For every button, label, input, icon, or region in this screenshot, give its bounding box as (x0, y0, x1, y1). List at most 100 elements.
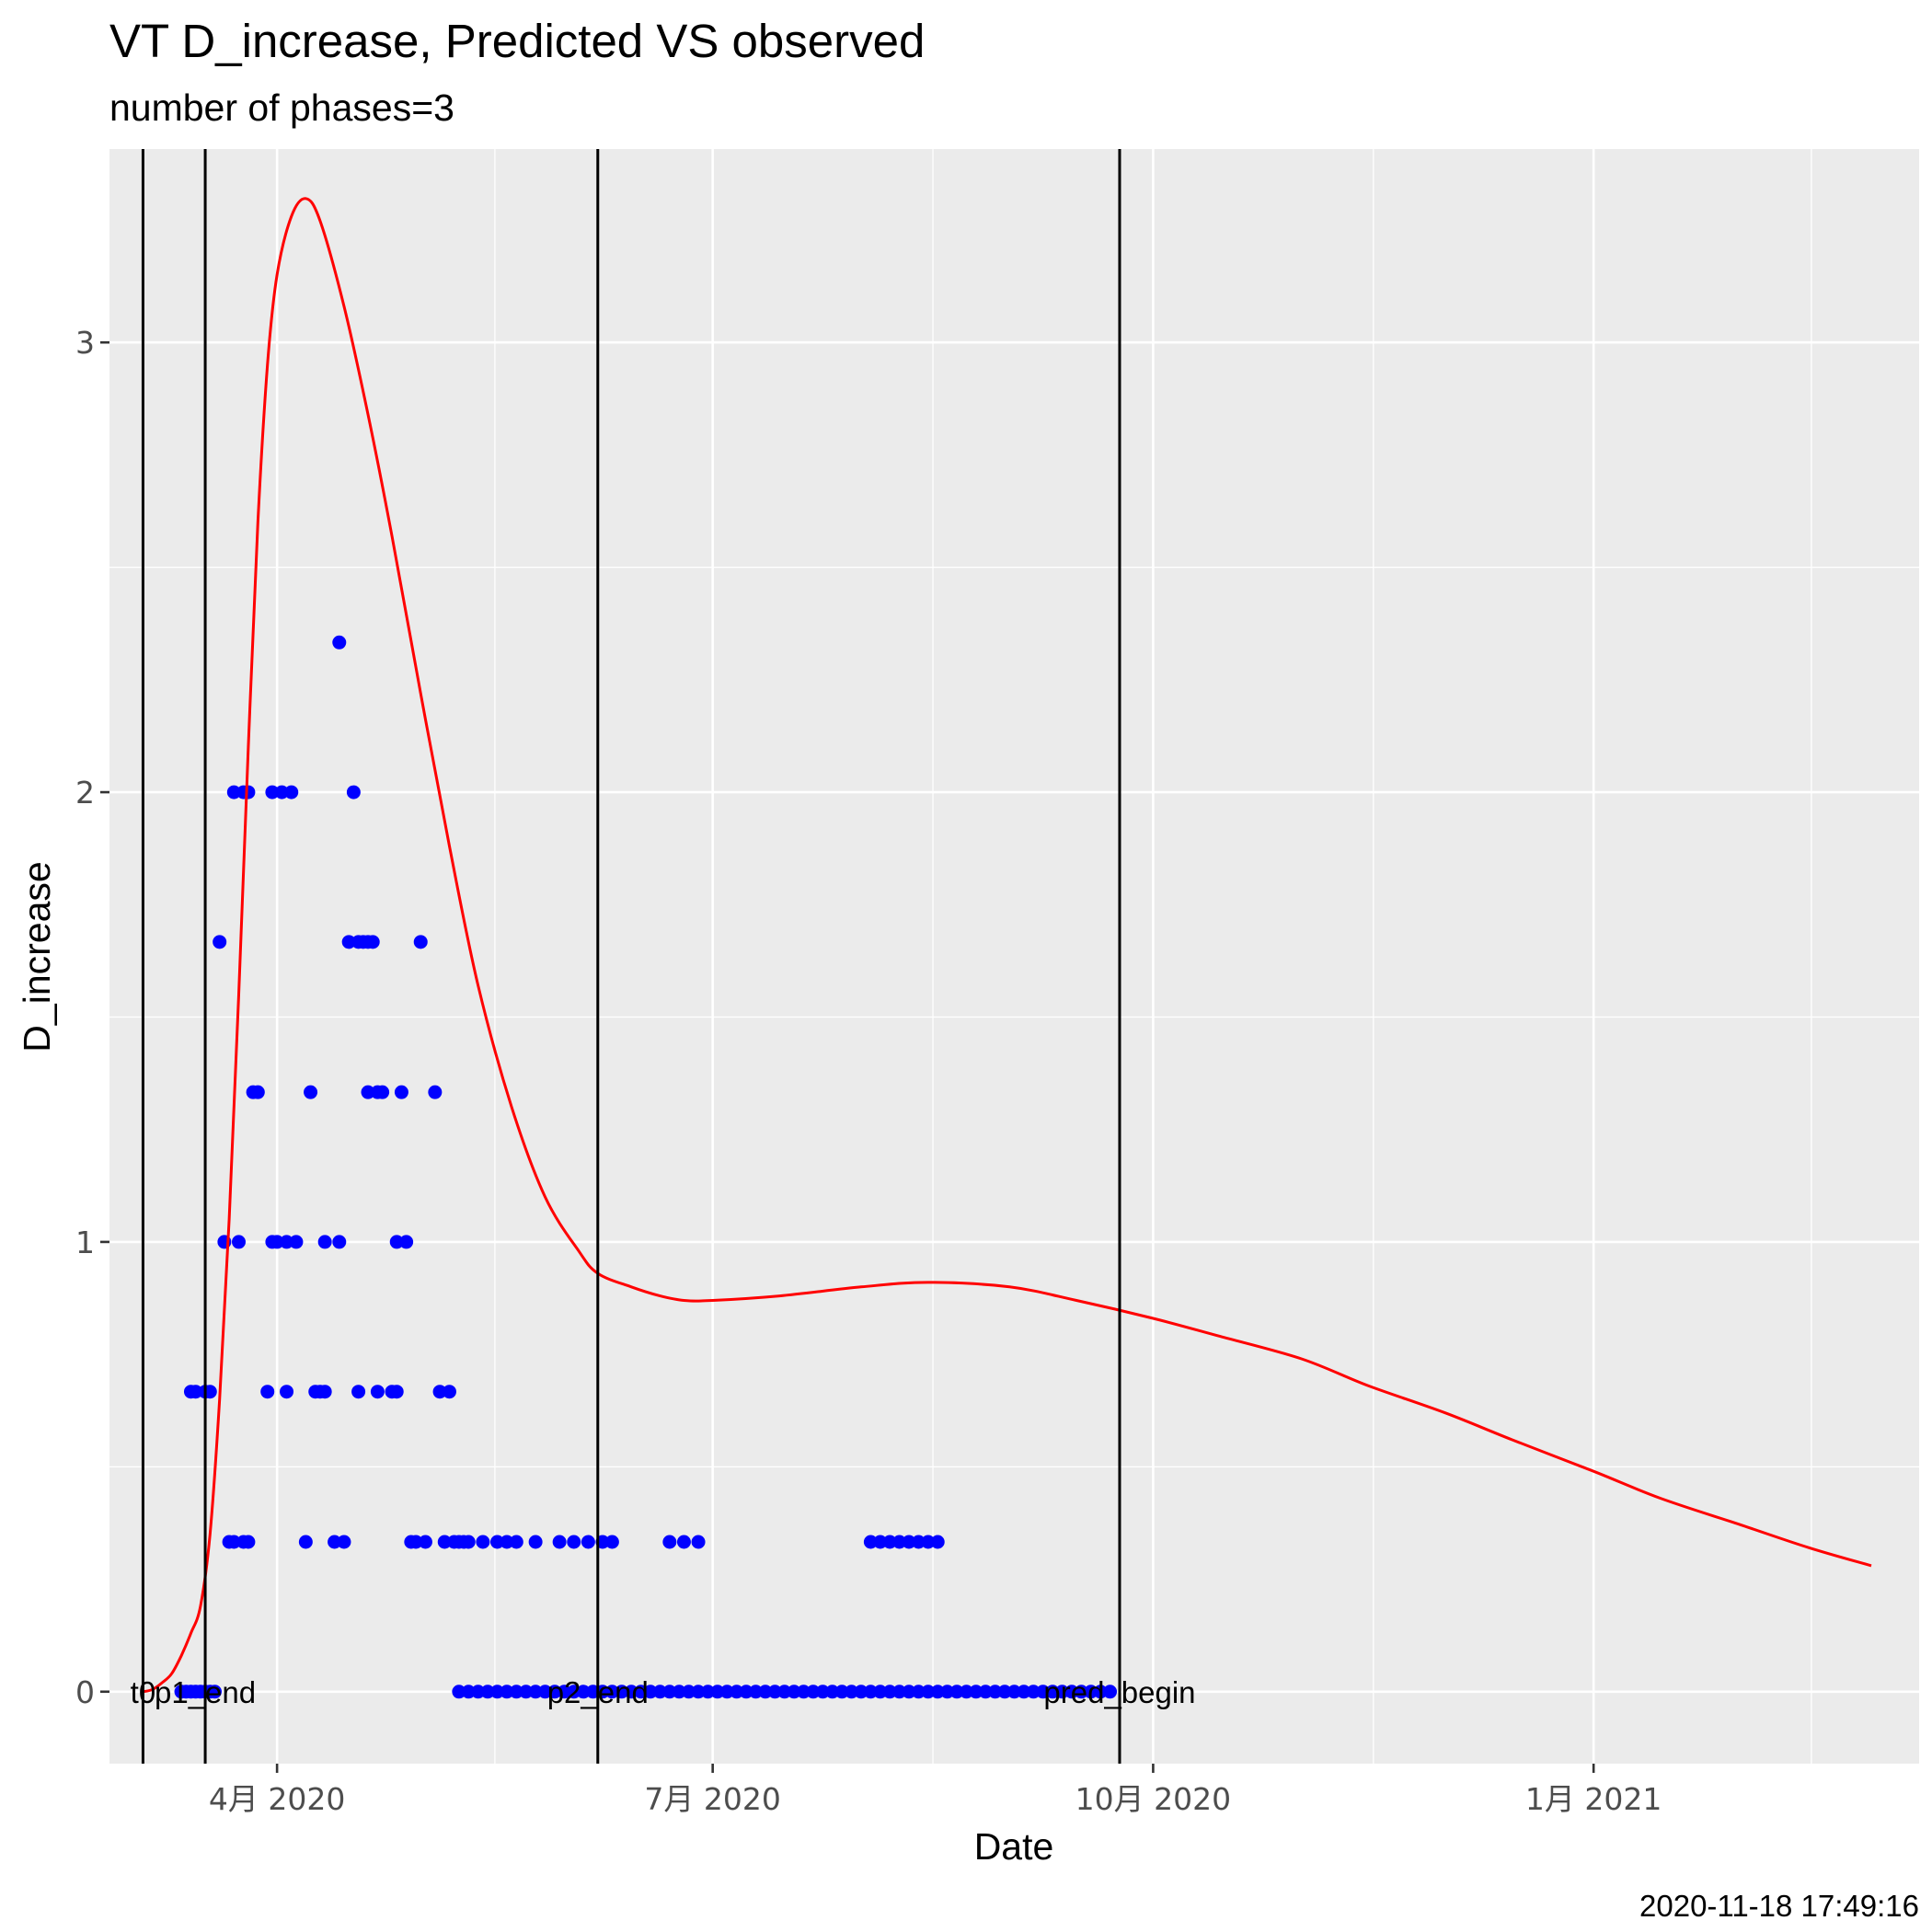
observed-point (749, 1685, 763, 1699)
observed-point (317, 1235, 332, 1249)
observed-point (567, 1685, 581, 1699)
observed-point (241, 785, 256, 799)
observed-point (921, 1685, 936, 1699)
observed-point (624, 1685, 638, 1699)
observed-point (337, 1535, 351, 1549)
observed-point (921, 1535, 936, 1549)
x-axis: 4月 2020 7月 2020 10月 2020 1月 2021 (209, 1764, 1662, 1817)
observed-point (461, 1685, 476, 1699)
observed-point (232, 1235, 246, 1249)
observed-point (758, 1685, 773, 1699)
observed-point (1017, 1685, 1031, 1699)
observed-point (519, 1685, 534, 1699)
observed-point (241, 1535, 256, 1549)
phase-label: pred_begin (1043, 1675, 1195, 1709)
predicted-line (143, 197, 1872, 1694)
observed-point (902, 1535, 916, 1549)
x-tick-label: 4月 2020 (209, 1781, 345, 1817)
observed-point (1064, 1685, 1079, 1699)
observed-point (418, 1535, 432, 1549)
observed-point (1093, 1685, 1108, 1699)
y-tick-label: 2 (75, 775, 95, 811)
observed-point (399, 1235, 414, 1249)
observed-point (265, 785, 280, 799)
observed-point (911, 1535, 926, 1549)
observed-point (940, 1685, 955, 1699)
observed-point (408, 1535, 423, 1549)
observed-point (581, 1535, 595, 1549)
observed-point (691, 1535, 706, 1549)
observed-point (509, 1685, 523, 1699)
observed-point (834, 1685, 849, 1699)
observed-point (854, 1685, 868, 1699)
observed-point (815, 1685, 830, 1699)
observed-point (567, 1535, 581, 1549)
observed-point (672, 1685, 686, 1699)
observed-point (361, 1085, 375, 1099)
observed-point (691, 1685, 706, 1699)
observed-point (806, 1685, 821, 1699)
observed-point (346, 785, 361, 799)
observed-point (298, 1535, 313, 1549)
observed-point (1103, 1685, 1118, 1699)
observed-point (207, 1685, 222, 1699)
observed-point (892, 1685, 907, 1699)
observed-point (1055, 1685, 1070, 1699)
observed-point (332, 1235, 347, 1249)
observed-point (902, 1685, 916, 1699)
observed-point (280, 1385, 294, 1399)
observed-point (394, 1085, 408, 1099)
y-tick-label: 3 (75, 325, 95, 361)
grid-major (109, 149, 1919, 1764)
observed-point (432, 1385, 447, 1399)
observed-point (476, 1535, 490, 1549)
observed-point (213, 935, 227, 949)
observed-point (370, 1385, 385, 1399)
phase-label: t0 (131, 1675, 156, 1709)
observed-point (652, 1685, 667, 1699)
observed-point (365, 935, 380, 949)
observed-point (634, 1685, 649, 1699)
observed-point (547, 1685, 562, 1699)
observed-point (1007, 1685, 1021, 1699)
phase-label: p2_end (547, 1675, 649, 1709)
observed-point (911, 1685, 926, 1699)
observed-point (289, 1235, 304, 1249)
observed-point (1074, 1685, 1088, 1699)
observed-point (284, 785, 299, 799)
observed-point (500, 1535, 514, 1549)
observed-point (452, 1685, 466, 1699)
observed-point (1026, 1685, 1041, 1699)
observed-point (700, 1685, 715, 1699)
observed-point (615, 1685, 629, 1699)
observed-point (509, 1535, 523, 1549)
observed-point (490, 1535, 504, 1549)
observed-point (461, 1535, 476, 1549)
observed-point (997, 1685, 1012, 1699)
observed-point (1084, 1685, 1098, 1699)
chart-title: VT D_increase, Predicted VS observed (109, 15, 925, 67)
observed-point (767, 1685, 782, 1699)
grid-minor (109, 149, 1919, 1764)
observed-point (873, 1685, 888, 1699)
phase-lines (141, 149, 1121, 1764)
observed-point (471, 1685, 486, 1699)
observed-point (576, 1685, 591, 1699)
y-tick-label: 1 (75, 1225, 95, 1260)
chart-subtitle: number of phases=3 (109, 86, 454, 129)
y-tick-label: 0 (75, 1674, 95, 1710)
observed-point (604, 1535, 619, 1549)
observed-point (428, 1085, 443, 1099)
observed-point (988, 1685, 1003, 1699)
observed-point (437, 1535, 452, 1549)
observed-point (959, 1685, 973, 1699)
observed-point (787, 1685, 801, 1699)
observed-point (1045, 1685, 1060, 1699)
observed-point (500, 1685, 514, 1699)
observed-point (442, 1385, 456, 1399)
observed-point (949, 1685, 964, 1699)
observed-point (260, 1385, 275, 1399)
x-axis-title: Date (974, 1825, 1054, 1868)
observed-point (280, 1235, 294, 1249)
observed-point (882, 1535, 897, 1549)
